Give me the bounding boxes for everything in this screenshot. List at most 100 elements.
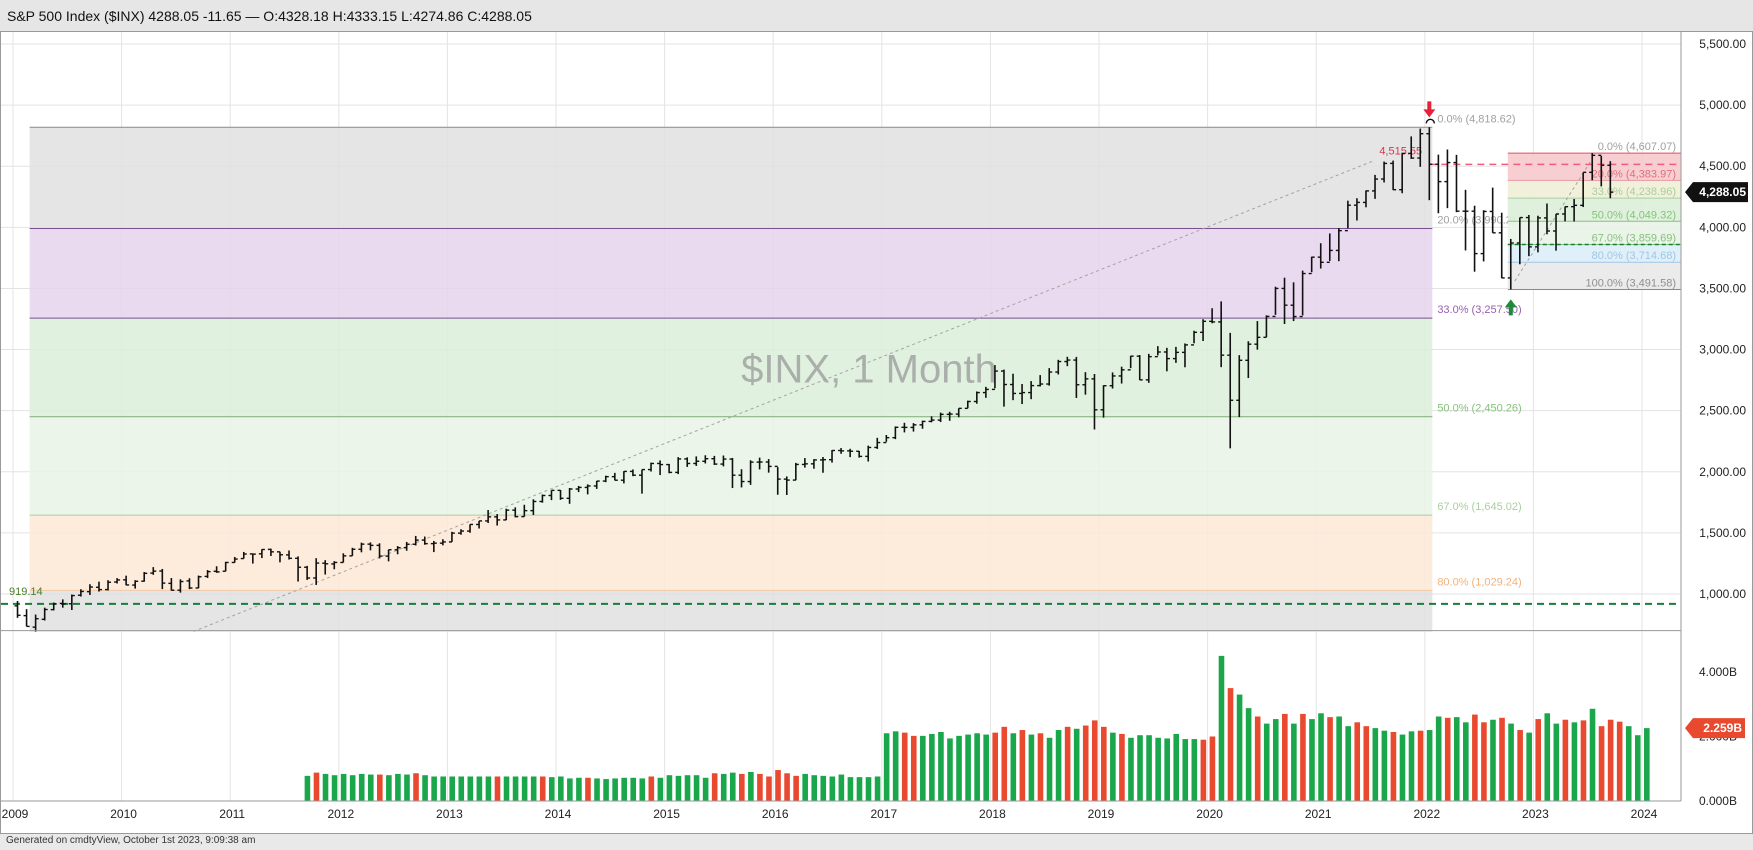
- fib-zone: [29, 416, 1433, 516]
- last-price-label: 4,288.05: [1699, 185, 1746, 199]
- volume-bar: [467, 776, 474, 801]
- volume-bar: [992, 732, 999, 801]
- volume-bar: [1245, 708, 1252, 801]
- ohlc-bar: [286, 550, 293, 560]
- ohlc-bar: [1272, 286, 1279, 318]
- ohlc-bar: [95, 581, 102, 592]
- volume-bar: [1345, 726, 1351, 801]
- volume-bar: [1526, 732, 1532, 801]
- ohlc-bar: [403, 541, 410, 551]
- volume-bar: [1327, 717, 1333, 801]
- ohlc-bar: [41, 607, 48, 621]
- volume-bar: [349, 775, 356, 801]
- ohlc-bar: [86, 584, 93, 595]
- ohlc-bar: [1598, 154, 1605, 187]
- volume-bar: [440, 776, 446, 801]
- price-axis-tick-label: 1,500.00: [1699, 526, 1746, 540]
- ohlc-bar: [620, 470, 627, 484]
- volume-bar: [1236, 694, 1243, 801]
- volume-bar: [1300, 713, 1306, 801]
- ohlc-bar: [675, 457, 682, 475]
- chart-frame[interactable]: 0.0% (4,818.62) 20.0% (3,990.2) 33.0% (3,2…: [0, 31, 1753, 834]
- ohlc-bar: [557, 489, 564, 500]
- volume-bar: [874, 776, 881, 801]
- ohlc-bar: [973, 391, 980, 404]
- volume-bar: [748, 771, 754, 801]
- ohlc-bar: [105, 580, 112, 591]
- ohlc-bar: [883, 434, 890, 444]
- trend-line: [1514, 158, 1593, 282]
- ohlc-bar: [141, 572, 148, 582]
- ohlc-bar: [738, 469, 745, 488]
- volume-series: [304, 655, 1650, 801]
- volume-bar: [947, 738, 953, 801]
- ohlc-bar: [59, 599, 66, 608]
- volume-bar: [404, 774, 410, 801]
- ohlc-bar: [684, 457, 691, 467]
- ohlc-bar: [955, 407, 962, 418]
- ohlc-bar: [530, 499, 537, 516]
- ohlc-bar: [783, 476, 790, 495]
- volume-bar: [920, 735, 926, 801]
- time-axis-tick-label: 2013: [436, 807, 463, 821]
- time-axis-tick-label: 2023: [1522, 807, 1549, 821]
- ohlc-bar: [1299, 270, 1306, 318]
- volume-bar: [1309, 719, 1315, 801]
- volume-bar: [729, 772, 736, 801]
- volume-bar: [548, 777, 555, 801]
- time-axis-tick-label: 2018: [979, 807, 1006, 821]
- volume-bar: [313, 772, 320, 801]
- volume-bar: [340, 773, 347, 801]
- volume-bar: [1508, 723, 1514, 801]
- volume-bar: [766, 776, 772, 801]
- volume-bar: [1625, 726, 1632, 801]
- ohlc-bar: [1480, 210, 1487, 262]
- ohlc-bar: [575, 485, 582, 493]
- ohlc-bar: [240, 551, 247, 560]
- volume-bar: [431, 776, 437, 801]
- ohlc-bar: [1390, 160, 1397, 191]
- ohlc-bar: [584, 484, 591, 495]
- price-axis-tick-label: 4,500.00: [1699, 159, 1746, 173]
- volume-bar: [1010, 733, 1017, 801]
- volume-bar: [1119, 733, 1125, 801]
- volume-bar: [1101, 726, 1107, 801]
- ohlc-bar: [159, 568, 166, 590]
- volume-bar: [594, 778, 600, 801]
- ohlc-bar: [937, 412, 944, 423]
- volume-bar: [802, 773, 808, 801]
- price-chart-svg[interactable]: 0.0% (4,818.62) 20.0% (3,990.2) 33.0% (3,2…: [1, 32, 1752, 833]
- volume-bar: [1562, 719, 1569, 801]
- ohlc-bar: [1172, 346, 1179, 363]
- ohlc-bar: [657, 460, 664, 476]
- volume-bar: [358, 773, 365, 801]
- ohlc-bar: [693, 456, 700, 466]
- volume-bar: [938, 731, 944, 801]
- fib-retracement-long: 0.0% (4,818.62) 20.0% (3,990.2) 33.0% (3,2…: [29, 113, 1522, 635]
- ohlc-bar: [729, 457, 736, 489]
- ohlc-bar: [412, 535, 419, 546]
- resistance-label: 4,515.55: [1379, 145, 1422, 157]
- ohlc-bar: [1507, 238, 1514, 290]
- volume-axis-tick-label: 0.000B: [1699, 794, 1737, 808]
- ohlc-bar: [1200, 319, 1207, 341]
- volume-bar: [784, 773, 790, 801]
- volume-bar: [1227, 688, 1234, 801]
- ohlc-bar: [376, 543, 383, 559]
- ohlc-bar: [168, 577, 175, 591]
- ohlc-bar: [1317, 243, 1324, 269]
- volume-bar: [1272, 719, 1279, 801]
- swing-high-marker: [1425, 118, 1436, 124]
- volume-bar: [847, 777, 854, 801]
- ohlc-bar: [358, 542, 365, 553]
- ohlc-bar: [204, 570, 211, 578]
- volume-bar: [1490, 719, 1496, 801]
- ohlc-bar: [114, 578, 121, 584]
- volume-bar: [1553, 723, 1560, 801]
- volume-bar: [1426, 730, 1433, 801]
- ohlc-bar: [367, 542, 374, 551]
- volume-bar: [530, 776, 537, 801]
- volume-bar: [630, 777, 637, 801]
- ohlc-bar: [593, 480, 600, 489]
- ohlc-bar: [23, 609, 30, 628]
